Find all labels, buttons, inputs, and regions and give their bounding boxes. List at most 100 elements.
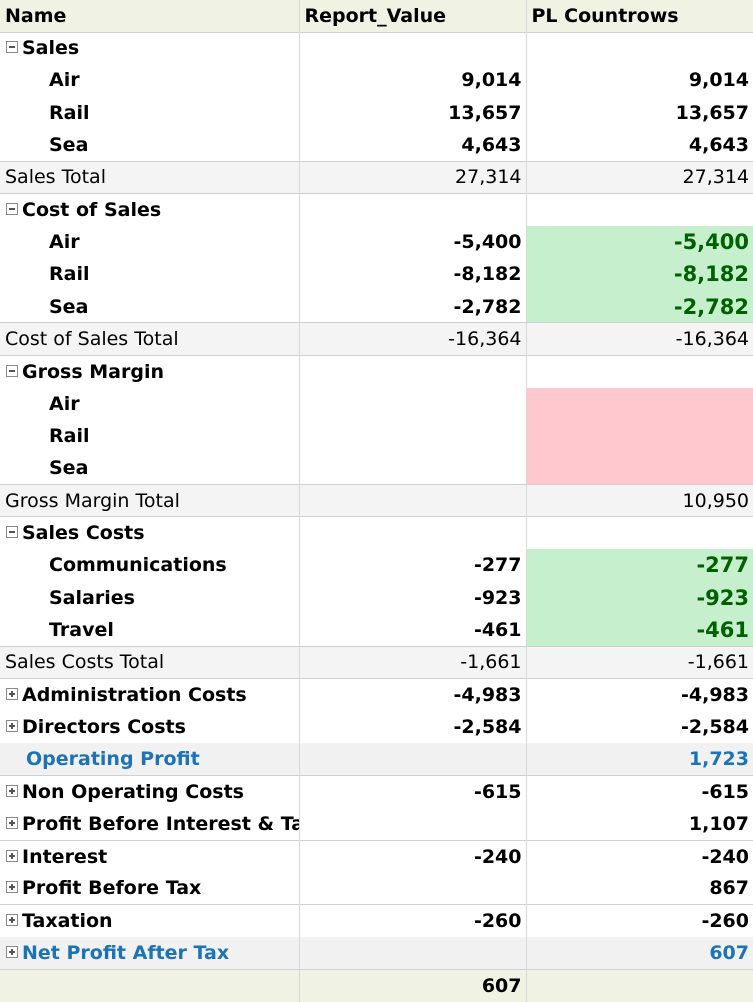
- report-value-cell: -277: [299, 549, 527, 582]
- total-label: Gross Margin Total: [0, 484, 300, 517]
- table-row: Rail -8,182 -8,182: [0, 258, 753, 291]
- pl-countrows-cell-highlighted: -8,182: [526, 258, 753, 291]
- subtotal-label: Operating Profit: [0, 743, 300, 776]
- report-value-cell: 27,314: [299, 160, 527, 194]
- table-row: Air 9,014 9,014: [0, 64, 753, 97]
- report-value-cell: -2,782: [299, 290, 527, 323]
- collapsed-row-profit-before-interest-tax: Profit Before Interest & Tax 1,107: [0, 807, 753, 841]
- report-value-cell: [299, 452, 527, 485]
- row-label: Communications: [0, 549, 300, 582]
- pl-countrows-cell-highlighted: -5,400: [526, 225, 753, 259]
- report-value-cell: [299, 484, 527, 517]
- expand-icon[interactable]: [6, 687, 18, 700]
- group-row-cost-of-sales: Cost of Sales: [0, 193, 753, 226]
- row-label: Interest: [22, 845, 108, 868]
- row-label: Rail: [0, 258, 300, 291]
- report-value-cell: -923: [299, 581, 527, 614]
- grand-total-pl-countrows: [526, 969, 753, 1002]
- pl-countrows-cell: 1,723: [526, 743, 753, 776]
- collapsed-row-profit-before-tax: Profit Before Tax 867: [0, 872, 753, 905]
- row-label: Rail: [0, 419, 300, 453]
- table-row: Sea: [0, 452, 753, 485]
- group-label: Sales Costs: [22, 522, 145, 545]
- collapsed-row-taxation: Taxation -260 -260: [0, 904, 753, 938]
- collapsed-row-interest: Interest -240 -240: [0, 839, 753, 873]
- pl-countrows-cell-highlighted: -923: [526, 581, 753, 614]
- expand-icon[interactable]: [6, 849, 18, 862]
- row-label: Salaries: [0, 581, 300, 614]
- report-value-cell: [299, 937, 527, 970]
- row-label: Sea: [0, 452, 300, 485]
- expand-icon[interactable]: [6, 946, 18, 959]
- row-label: Directors Costs: [22, 716, 186, 739]
- report-value-cell: 13,657: [299, 96, 527, 129]
- row-label: Administration Costs: [22, 683, 247, 706]
- collapse-icon[interactable]: [6, 364, 18, 377]
- pl-countrows-cell: 607: [526, 937, 753, 970]
- expand-icon[interactable]: [6, 816, 18, 829]
- report-value-cell: [299, 419, 527, 453]
- total-row-sales: Sales Total 27,314 27,314: [0, 160, 753, 194]
- pl-countrows-cell: -2,584: [681, 716, 749, 739]
- expand-icon[interactable]: [6, 784, 18, 797]
- table-row: Sea -2,782 -2,782: [0, 290, 753, 323]
- report-value-cell: -2,584: [299, 710, 527, 744]
- collapse-icon[interactable]: [6, 526, 18, 539]
- group-label: Sales: [22, 37, 80, 60]
- pl-countrows-cell: 13,657: [675, 101, 749, 124]
- subtotal-label: Net Profit After Tax: [22, 942, 230, 965]
- pl-countrows-cell: -1,661: [526, 645, 753, 679]
- row-label: Profit Before Tax: [22, 877, 202, 900]
- collapsed-row-non-operating-costs: Non Operating Costs -615 -615: [0, 775, 753, 808]
- report-value-cell: -461: [299, 613, 527, 647]
- pl-countrows-cell: -615: [526, 775, 753, 808]
- table-row: Communications -277 -277: [0, 549, 753, 582]
- table-row: Travel -461 -461: [0, 613, 753, 647]
- column-header-pl-countrows[interactable]: PL Countrows: [526, 0, 753, 32]
- collapsed-row-directors-costs: Directors Costs -2,584 -2,584: [0, 710, 753, 744]
- total-row-gross-margin: Gross Margin Total 10,950: [0, 484, 753, 517]
- collapse-icon[interactable]: [6, 203, 18, 216]
- pl-countrows-cell-flagged: [526, 387, 753, 420]
- group-row-sales: Sales: [0, 31, 753, 65]
- report-value-cell: [299, 387, 527, 420]
- pl-countrows-cell: -260: [526, 904, 753, 938]
- pl-countrows-cell: -240: [526, 839, 753, 873]
- pl-countrows-cell: 867: [709, 877, 749, 900]
- report-value-cell: -1,661: [299, 645, 527, 679]
- expand-icon[interactable]: [6, 881, 18, 894]
- group-label: Cost of Sales: [22, 199, 162, 222]
- expand-icon[interactable]: [6, 914, 18, 927]
- report-value-cell: -5,400: [299, 225, 527, 259]
- pl-countrows-cell: 4,643: [688, 133, 749, 156]
- row-label: Sea: [0, 128, 300, 162]
- row-label: Non Operating Costs: [22, 780, 244, 803]
- pl-countrows-cell-highlighted: -461: [526, 613, 753, 647]
- report-value-cell: -16,364: [299, 322, 527, 356]
- grand-total-report-value: 607: [299, 969, 527, 1002]
- column-header-report-value[interactable]: Report_Value: [299, 0, 527, 32]
- collapse-icon[interactable]: [6, 41, 18, 54]
- total-label: Sales Costs Total: [0, 645, 300, 679]
- grand-total-label: [0, 969, 300, 1002]
- pl-countrows-cell: 10,950: [526, 484, 753, 517]
- pl-countrows-cell: 1,107: [688, 812, 749, 835]
- report-value-cell: -240: [299, 839, 527, 873]
- table-row: Air: [0, 387, 753, 420]
- subtotal-row-net-profit-after-tax: Net Profit After Tax 607: [0, 937, 753, 970]
- row-label: Sea: [0, 290, 300, 323]
- column-header-name[interactable]: Name: [0, 0, 300, 32]
- pl-countrows-cell: -16,364: [526, 322, 753, 356]
- report-value-cell: -615: [299, 775, 527, 808]
- pl-countrows-cell: -4,983: [526, 678, 753, 711]
- table-row: Rail: [0, 419, 753, 453]
- report-value-cell: [299, 743, 527, 776]
- grand-total-row: 607: [0, 969, 753, 1002]
- subtotal-row-operating-profit: Operating Profit 1,723: [0, 743, 753, 776]
- report-value-cell: -8,182: [299, 258, 527, 291]
- expand-icon[interactable]: [6, 720, 18, 733]
- pl-countrows-cell-highlighted: -277: [526, 549, 753, 582]
- pl-countrows-cell-highlighted: -2,782: [526, 290, 753, 323]
- row-label: Taxation: [22, 910, 113, 933]
- group-label: Gross Margin: [22, 360, 164, 383]
